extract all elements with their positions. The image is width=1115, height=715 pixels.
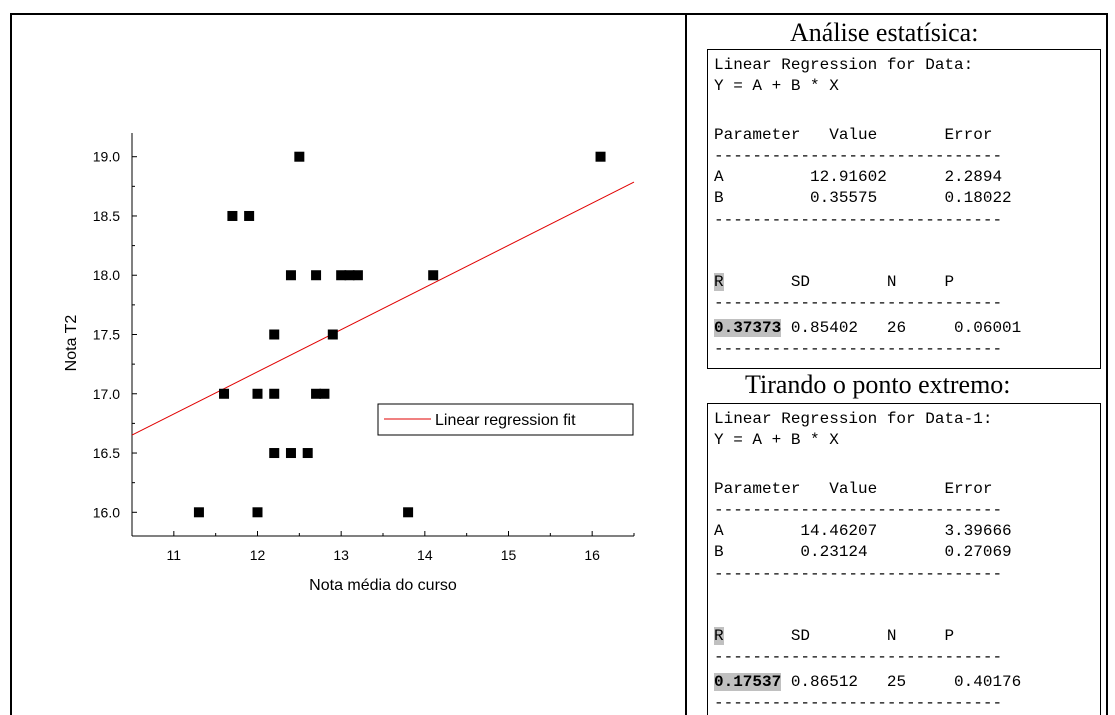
data-point	[252, 507, 263, 518]
stat-header-rest: SD N P	[723, 273, 955, 291]
param-row-a: A 12.91602 2.2894	[714, 168, 1003, 186]
separator: ------------------------------	[714, 211, 1003, 229]
data-point	[595, 151, 606, 162]
data-point	[285, 270, 296, 281]
stat-row: 0.37373 0.85402 26 0.06001	[714, 318, 1021, 339]
y-tick-label: 17.0	[93, 386, 120, 402]
x-tick-label: 13	[333, 547, 349, 563]
legend-label: Linear regression fit	[435, 412, 576, 429]
stat-header: R SD N P	[714, 626, 954, 647]
x-tick-label: 12	[250, 547, 266, 563]
chart-axes: 16.0 16.5 17.0 17.5 18.0 18.5 19.0 11 12 13 14 15 16	[93, 133, 635, 563]
data-point	[428, 270, 439, 281]
regression-equation: Y = A + B * X	[714, 77, 839, 95]
r-header: R	[714, 273, 724, 291]
data-point	[227, 210, 238, 221]
data-point	[302, 448, 313, 459]
data-point	[319, 388, 330, 399]
data-point	[285, 448, 296, 459]
data-point	[269, 329, 280, 340]
data-point	[352, 270, 363, 281]
scatter-chart: 16.016.517.017.518.018.519.011 12 13 14 15 16…	[63, 133, 635, 594]
r-header: R	[714, 627, 724, 645]
regression-equation: Y = A + B * X	[714, 431, 839, 449]
separator: ------------------------------	[714, 294, 1003, 312]
data-point	[244, 210, 255, 221]
panel-divider	[685, 13, 687, 715]
separator: ------------------------------	[714, 501, 1003, 519]
y-tick-label: 18.0	[93, 267, 120, 283]
y-tick-label: 16.0	[93, 504, 120, 520]
data-point	[311, 270, 322, 281]
y-tick-label: 19.0	[93, 149, 120, 165]
param-header: Parameter Value Error	[714, 480, 993, 498]
stat-row-rest: 0.85402 26 0.06001	[781, 319, 1022, 337]
param-row-a: A 14.46207 3.39666	[714, 522, 1012, 540]
separator: ------------------------------	[714, 648, 1003, 666]
points-layer	[193, 151, 606, 518]
stat-row: 0.17537 0.86512 25 0.40176	[714, 672, 1021, 693]
stats-box-no-outlier: Linear Regression for Data-1: Y = A + B …	[707, 403, 1101, 715]
stats-heading: Análise estatísica:	[790, 18, 979, 47]
param-row-b: B 0.23124 0.27069	[714, 543, 1012, 561]
param-header: Parameter Value Error	[714, 126, 993, 144]
param-row-b: B 0.35575 0.18022	[714, 189, 1012, 207]
data-point	[269, 388, 280, 399]
data-point	[344, 270, 355, 281]
x-axis-label: Nota média do curso	[309, 577, 457, 594]
separator: ------------------------------	[714, 565, 1003, 583]
x-tick-label: 16	[584, 547, 600, 563]
r-value: 0.37373	[714, 319, 782, 337]
stats-heading-no-outlier: Tirando o ponto extremo:	[745, 370, 1011, 399]
separator: ------------------------------	[714, 340, 1003, 358]
y-axis-label: Nota T2	[63, 315, 80, 372]
regression-title: Linear Regression for Data:	[714, 56, 974, 74]
chart-legend: Linear regression fit	[377, 403, 634, 436]
y-tick-label: 16.5	[93, 445, 120, 461]
figure-frame	[10, 13, 1108, 715]
separator: ------------------------------	[714, 147, 1003, 165]
r-value: 0.17537	[714, 673, 782, 691]
data-point	[327, 329, 338, 340]
x-tick-label: 11	[167, 547, 182, 563]
data-point	[403, 507, 414, 518]
regression-title: Linear Regression for Data-1:	[714, 410, 993, 428]
x-tick-label: 14	[417, 547, 433, 563]
regression-fit-line	[131, 181, 635, 436]
stats-box-all-data: Linear Regression for Data: Y = A + B * …	[707, 49, 1101, 369]
y-tick-label: 17.5	[93, 327, 120, 343]
data-point	[336, 270, 347, 281]
fit-layer	[131, 181, 635, 436]
stat-header-rest: SD N P	[723, 627, 955, 645]
data-point	[294, 151, 305, 162]
x-tick-label: 15	[501, 547, 517, 563]
data-point	[311, 388, 322, 399]
y-tick-label: 18.5	[93, 208, 120, 224]
data-point	[193, 507, 204, 518]
separator: ------------------------------	[714, 694, 1003, 712]
data-point	[219, 388, 230, 399]
stat-header: R SD N P	[714, 272, 954, 293]
data-point	[252, 388, 263, 399]
stat-row-rest: 0.86512 25 0.40176	[781, 673, 1022, 691]
data-point	[269, 448, 280, 459]
